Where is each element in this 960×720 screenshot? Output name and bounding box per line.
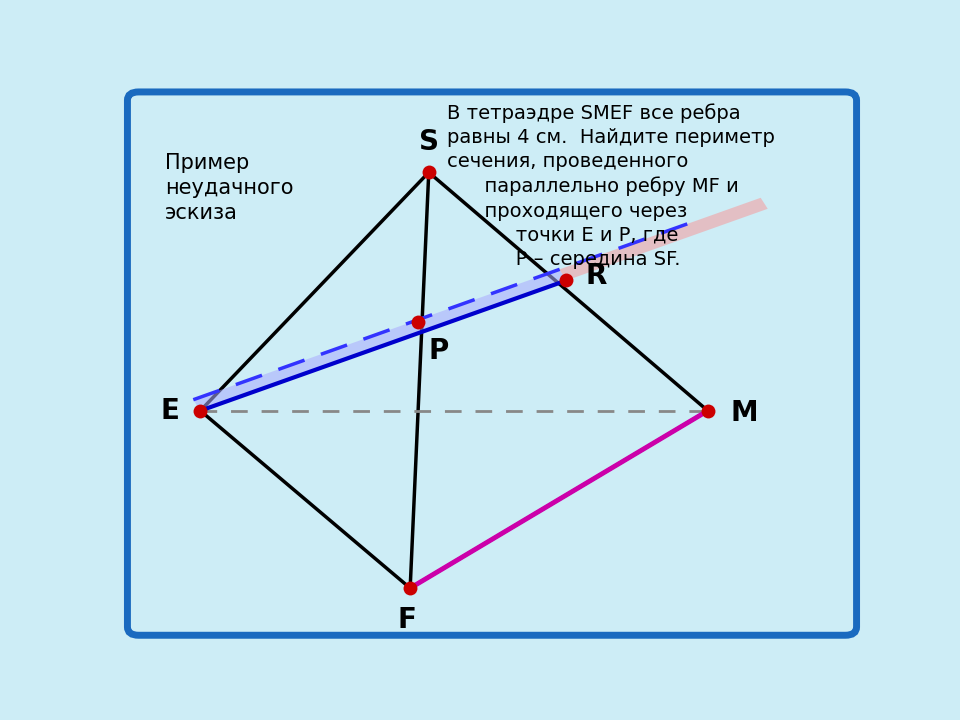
FancyBboxPatch shape — [128, 92, 856, 635]
Text: M: M — [730, 400, 757, 428]
Text: P: P — [429, 337, 449, 365]
Polygon shape — [560, 198, 768, 280]
Point — [410, 316, 425, 328]
Point — [700, 405, 715, 416]
Point — [193, 405, 208, 416]
Text: R: R — [585, 262, 607, 290]
Text: E: E — [160, 397, 180, 425]
Text: Пример
неудачного
эскиза: Пример неудачного эскиза — [165, 153, 293, 222]
Point — [402, 582, 418, 594]
Text: В тетраэдре SMEF все ребра
равны 4 см.  Найдите периметр
сечения, проведенного
 : В тетраэдре SMEF все ребра равны 4 см. Н… — [447, 103, 776, 269]
Polygon shape — [193, 269, 566, 410]
Text: F: F — [397, 606, 416, 634]
Text: S: S — [419, 127, 439, 156]
Point — [559, 274, 574, 286]
Point — [421, 166, 437, 178]
